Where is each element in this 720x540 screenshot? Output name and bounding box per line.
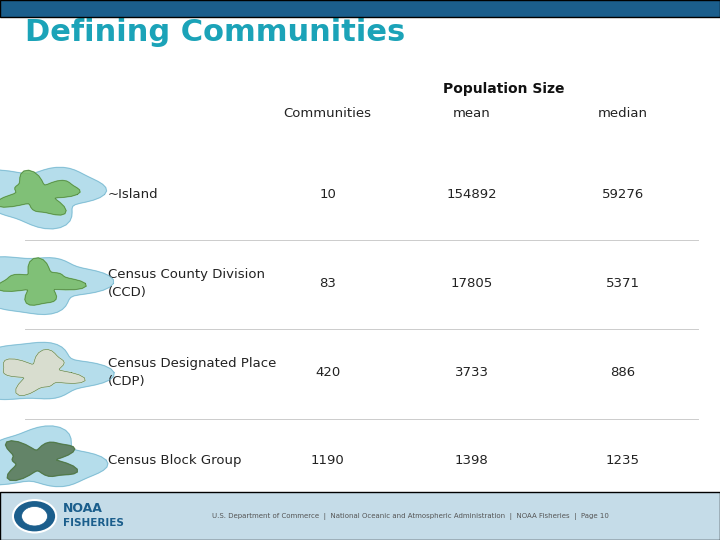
Text: 1190: 1190 <box>311 454 344 467</box>
Text: Census Designated Place
(CDP): Census Designated Place (CDP) <box>108 357 276 388</box>
FancyBboxPatch shape <box>0 492 720 540</box>
Circle shape <box>13 500 56 532</box>
Text: NOAA: NOAA <box>63 502 103 515</box>
Text: Defining Communities: Defining Communities <box>25 18 405 47</box>
FancyBboxPatch shape <box>0 0 720 17</box>
Text: ~Island: ~Island <box>108 188 158 201</box>
Text: Communities: Communities <box>284 107 372 120</box>
Polygon shape <box>3 349 85 395</box>
Text: 3733: 3733 <box>454 366 489 379</box>
Text: U.S. Department of Commerce  |  National Oceanic and Atmospheric Administration : U.S. Department of Commerce | National O… <box>212 513 609 519</box>
Text: 5371: 5371 <box>606 277 640 290</box>
Text: 17805: 17805 <box>451 277 492 290</box>
Polygon shape <box>0 257 113 314</box>
Text: Census County Division
(CCD): Census County Division (CCD) <box>108 268 265 299</box>
Polygon shape <box>6 441 77 481</box>
Text: Population Size: Population Size <box>444 82 564 96</box>
Text: 886: 886 <box>611 366 635 379</box>
Text: Census Block Group: Census Block Group <box>108 454 241 467</box>
Text: median: median <box>598 107 648 120</box>
Text: 59276: 59276 <box>602 188 644 201</box>
Polygon shape <box>0 258 86 305</box>
Polygon shape <box>0 167 107 229</box>
Polygon shape <box>0 426 108 487</box>
Text: FISHERIES: FISHERIES <box>63 518 125 528</box>
Polygon shape <box>0 342 114 400</box>
Text: 10: 10 <box>319 188 336 201</box>
Text: 420: 420 <box>315 366 341 379</box>
Circle shape <box>22 507 48 526</box>
Text: 83: 83 <box>319 277 336 290</box>
Polygon shape <box>0 170 80 215</box>
Text: 1235: 1235 <box>606 454 640 467</box>
Text: mean: mean <box>453 107 490 120</box>
Text: 154892: 154892 <box>446 188 497 201</box>
Text: 1398: 1398 <box>455 454 488 467</box>
